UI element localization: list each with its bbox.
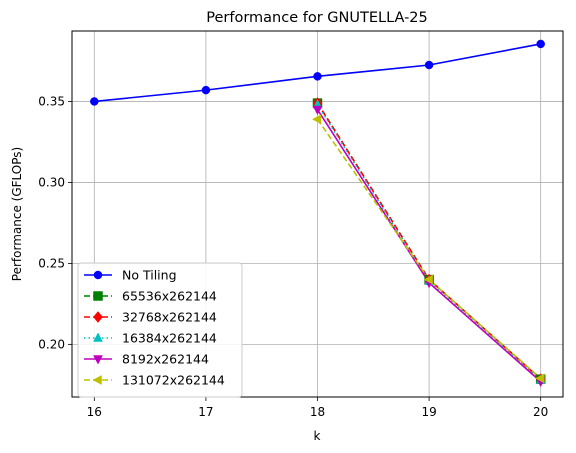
x-tick-label: 19: [421, 405, 436, 419]
legend-marker: [93, 291, 103, 301]
legend-label: 65536x262144: [122, 289, 217, 304]
data-point: [90, 97, 99, 106]
legend-label: 32768x262144: [122, 310, 217, 325]
legend-label: 131072x262144: [122, 373, 225, 388]
x-tick-label: 16: [87, 405, 102, 419]
data-point: [313, 72, 322, 81]
y-tick-label: 0.25: [38, 256, 65, 270]
data-point: [535, 373, 545, 384]
legend: No Tiling 65536x262144 32768x262144 16384x2…: [77, 262, 243, 398]
y-axis-label: Performance (GFLOPs): [10, 147, 24, 281]
legend-marker: [93, 332, 103, 342]
legend-box: [77, 262, 243, 398]
legend-marker: [92, 375, 102, 385]
data-point: [536, 39, 545, 49]
y-tick-label: 0.30: [38, 175, 65, 189]
x-axis-ticks: 16 17 18 19 20: [87, 397, 548, 419]
legend-marker: [93, 311, 103, 323]
data-point: [201, 85, 211, 95]
x-tick-label: 18: [310, 405, 325, 419]
legend-marker: [93, 355, 103, 365]
y-axis-ticks: 0.20 0.25 0.30 0.35: [38, 94, 72, 351]
legend-marker: [93, 270, 103, 280]
data-point: [312, 105, 323, 116]
chart-title: Performance for GNUTELLA-25: [206, 10, 428, 26]
data-point: [311, 114, 322, 125]
legend-label: 16384x262144: [122, 331, 217, 346]
series-markers: [90, 39, 546, 388]
series-line: [316, 118, 542, 379]
grid-lines: [72, 31, 563, 397]
legend-label: No Tiling: [122, 268, 177, 283]
x-tick-label: 17: [198, 405, 213, 419]
x-tick-label: 20: [533, 405, 548, 419]
data-point: [423, 274, 433, 285]
legend-label: 8192x262144: [122, 352, 209, 367]
y-tick-label: 0.35: [38, 94, 65, 108]
y-tick-label: 0.20: [38, 337, 65, 351]
x-axis-label: k: [314, 429, 321, 443]
data-point: [424, 60, 434, 70]
